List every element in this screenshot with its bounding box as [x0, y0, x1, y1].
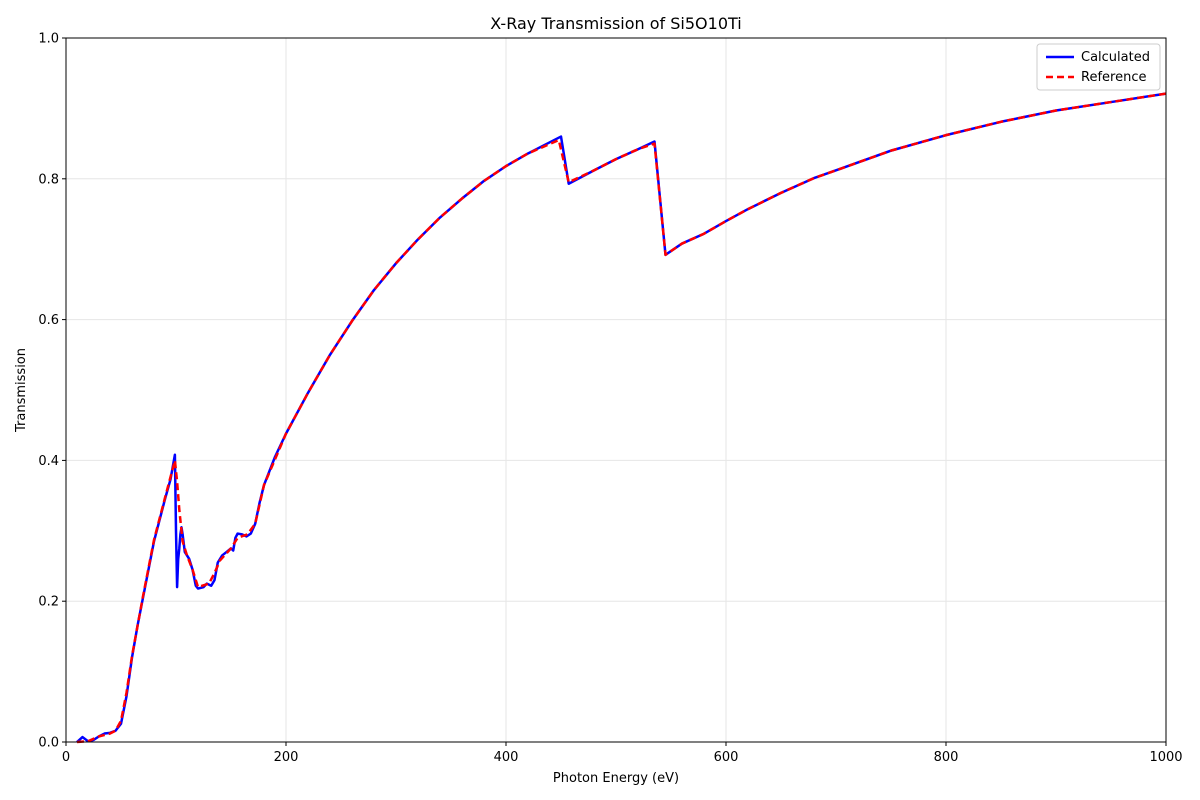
y-tick-label: 0.0	[38, 736, 59, 751]
x-tick-label: 200	[274, 750, 299, 765]
series-line-reference	[76, 92, 1167, 744]
legend-box	[1036, 43, 1161, 91]
plot-frame	[65, 37, 1167, 743]
x-tick-label: 1000	[1149, 750, 1182, 765]
x-axis-title: Photon Energy (eV)	[553, 771, 679, 786]
legend-label-calculated: Calculated	[1081, 50, 1150, 65]
series-layer	[76, 92, 1167, 744]
legend-label-reference: Reference	[1081, 70, 1146, 85]
x-tick-label: 0	[62, 750, 70, 765]
y-tick-label: 0.6	[38, 313, 59, 328]
chart-title: X-Ray Transmission of Si5O10Ti	[490, 14, 741, 33]
x-tick-label: 800	[934, 750, 959, 765]
y-axis: 0.0 0.2 0.4 0.6 0.8 1.0	[38, 32, 66, 751]
y-axis-title: Transmission	[14, 348, 29, 433]
y-tick-label: 1.0	[38, 32, 59, 47]
x-tick-label: 400	[494, 750, 519, 765]
x-tick-label: 600	[714, 750, 739, 765]
x-axis: 0 200 400 600 800 1000	[62, 742, 1183, 765]
y-tick-label: 0.4	[38, 454, 59, 469]
legend: Calculated Reference	[1036, 43, 1161, 91]
y-tick-label: 0.8	[38, 172, 59, 187]
y-tick-label: 0.2	[38, 595, 59, 610]
